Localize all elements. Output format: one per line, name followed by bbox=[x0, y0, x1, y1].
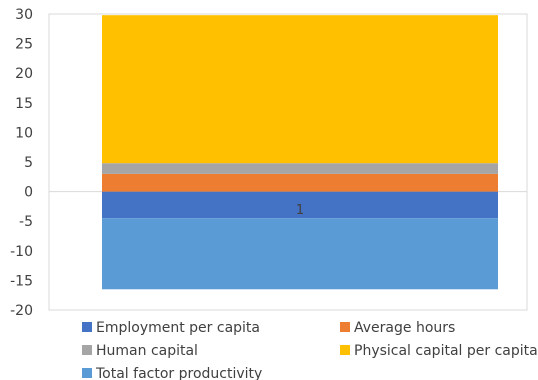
y-tick-label: 30 bbox=[15, 7, 33, 23]
legend-swatch bbox=[82, 345, 92, 355]
y-tick-label: -10 bbox=[10, 244, 33, 260]
legend: Employment per capita Average hours Human … bbox=[82, 320, 538, 380]
legend-swatch bbox=[340, 345, 350, 355]
bar-segment-average-hours bbox=[102, 173, 498, 192]
legend-label: Total factor productivity bbox=[95, 366, 262, 380]
y-tick-label: 20 bbox=[15, 66, 33, 82]
legend-label: Average hours bbox=[354, 320, 455, 336]
bar-segment-total-factor-productivity bbox=[102, 218, 498, 290]
legend-swatch bbox=[340, 322, 350, 332]
y-tick-label: 15 bbox=[15, 96, 33, 112]
bar-segment-human-capital bbox=[102, 163, 498, 174]
y-tick-label: -20 bbox=[10, 303, 33, 319]
legend-label: Physical capital per capita bbox=[354, 343, 538, 359]
legend-swatch bbox=[82, 368, 92, 378]
y-tick-label: 0 bbox=[24, 185, 33, 201]
y-tick-label: 25 bbox=[15, 37, 33, 53]
legend-label: Employment per capita bbox=[96, 320, 260, 336]
y-tick-label: -15 bbox=[10, 273, 33, 289]
bar-segments bbox=[102, 15, 498, 290]
legend-swatch bbox=[82, 322, 92, 332]
bar-segment-physical-capital-per-capita bbox=[102, 15, 498, 164]
y-axis-ticks: 30 25 20 15 10 5 0 -5 -10 -15 -20 bbox=[10, 7, 33, 319]
y-tick-label: 5 bbox=[24, 155, 33, 171]
bar-segment-employment-per-capita bbox=[102, 191, 498, 219]
legend-label: Human capital bbox=[96, 343, 198, 359]
category-label: 1 bbox=[296, 203, 304, 218]
y-tick-label: 10 bbox=[15, 125, 33, 141]
y-tick-label: -5 bbox=[19, 214, 33, 230]
